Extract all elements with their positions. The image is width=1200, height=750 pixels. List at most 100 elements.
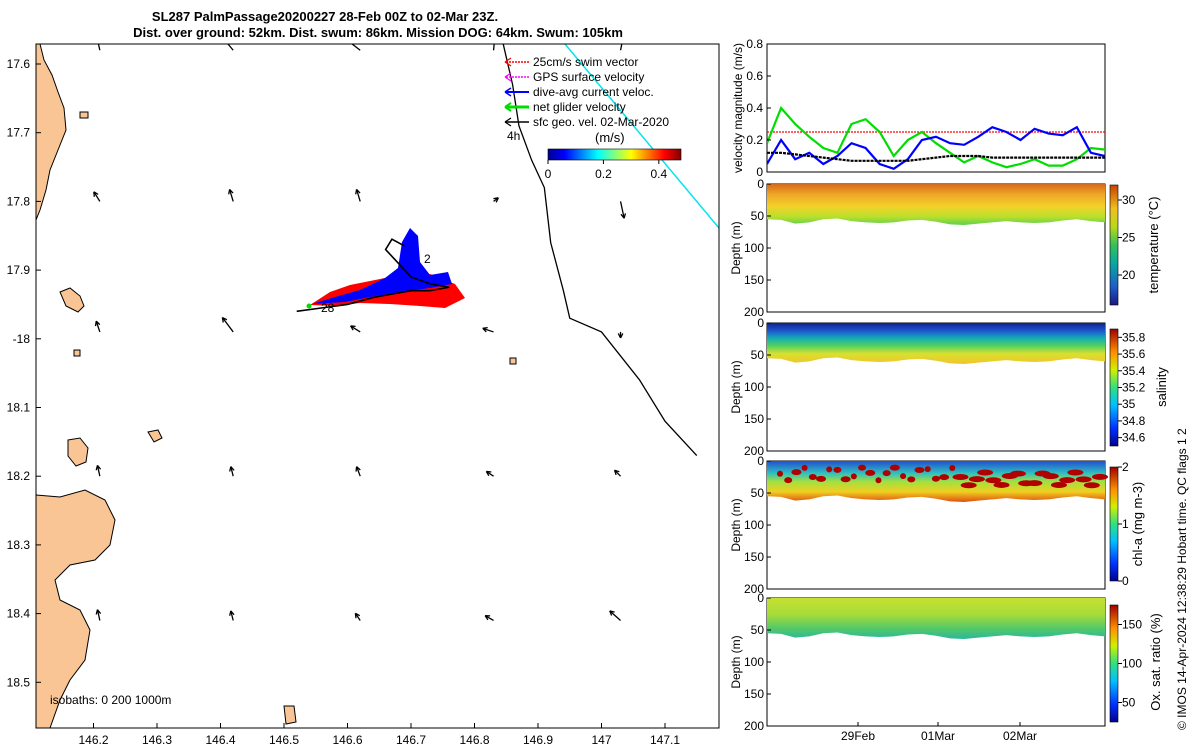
chlorophyll-max-patch [1067,469,1084,476]
velocity-y-tick-label: 0.2 [746,133,763,147]
map-x-tick-label: 146.8 [459,733,489,747]
island-small-3 [509,357,517,365]
map-background [36,44,719,728]
chlorophyll-max-patch [808,473,817,480]
chlorophyll-max-patch [1009,470,1026,477]
chlorophyll-max-patch [952,474,969,481]
velocity-panel: 0 0.2 0.4 0.6 0.8 velocity magnitude (m/s) [731,37,1106,179]
depth-tick-label: 200 [744,719,764,733]
chlorophyll-max-patch [826,466,833,473]
geo-vector-shaft [97,44,101,51]
chlorophyll-max-patch [985,477,1002,484]
map-panel: 2 28 146.2 146.3 146.4 146.5 146.6 146.7 146.8… [7,43,720,747]
chlorophyll-max-patch [875,477,882,484]
colorbar-tick-label: 34.8 [1122,414,1146,428]
isobaths-label: isobaths: 0 200 1000m [50,693,171,707]
geo-vector-shaft [485,470,494,477]
velocity-y-tick-label: 0.8 [746,37,763,51]
temperature-panel: 0 50 100 150 200 Depth (m) 20 25 30 temperatur… [729,177,1161,319]
geo-vector-shaft [484,615,494,622]
chlorophyll-max-patch [1050,481,1067,488]
legend-net-arrowhead [504,102,512,112]
chlorophyll-max-patch [865,469,876,476]
cyan-track-line [564,44,719,229]
geo-vector-shaft [221,317,234,333]
depth-tick-label: 0 [757,591,764,605]
depth-tick-label: 100 [744,380,764,394]
chlorophyll-max-patch [931,475,940,482]
island-small-2 [283,705,297,725]
velocity-y-tick-label: 0.6 [746,69,763,83]
chlorophyll-max-patch [833,466,842,473]
geo-vector-arrowhead [485,470,492,477]
oxygen-colorbar [1109,604,1119,723]
colorbar-tick-label: 1 [1122,517,1129,531]
velocity-y-tick-label: 0 [756,165,763,179]
chlorophyll-colorbar-label: chl-a (mg m-3) [1130,482,1145,567]
velocity-series-line [767,105,1105,169]
map-y-tick-label: 17.8 [7,194,31,208]
chlorophyll-max-patch [968,476,985,483]
oxygen-field [767,598,1105,639]
island-small-1 [147,429,163,443]
geo-vector-shaft [227,44,234,51]
velocity-frame [766,43,1106,173]
track-label-end: 2 [424,252,431,266]
chlorophyll-max-patch [914,467,925,474]
geo-vector-shaft [609,610,621,621]
time-tick-label: 29Feb [841,729,875,743]
oxygen-colorbar-ticks: 50 100 150 [1118,618,1142,710]
depth-tick-label: 150 [744,687,764,701]
salinity-colorbar-label: salinity [1154,367,1169,407]
geo-vector-shaft [230,466,234,477]
chlorophyll-maxima [777,464,1108,489]
geo-vector-arrowhead [355,466,361,472]
geo-vector-arrowhead [229,610,235,616]
chlorophyll-max-patch [1059,477,1076,484]
chlorophyll-max-patch [1083,482,1100,489]
map-y-tick-label: 17.7 [7,126,31,140]
geo-vector-shaft [482,327,494,333]
legend-current-label: dive-avg current veloc. [533,85,654,99]
geo-vector-shaft [93,191,101,202]
map-y-tick-label: 17.6 [7,57,31,71]
geo-vector-shaft [230,610,234,621]
glider-track [296,238,450,313]
salinity-colorbar-ticks: 34.6 34.8 35 35.2 35.4 35.6 35.8 [1118,330,1146,445]
surface-geo-vectors [93,44,627,622]
chlorophyll-max-patch [1075,476,1092,483]
time-tick-label: 01Mar [921,729,955,743]
geo-vector-arrowhead [354,612,361,619]
geo-vector-arrowhead [620,213,627,219]
isobath-contour [502,44,698,457]
geo-vector-arrowhead [229,466,235,472]
legend-geo-label: sfc geo. vel. 02-Mar-2020 [533,115,669,129]
geo-vector-shaft [355,466,361,477]
speed-colorbar [547,148,682,161]
geo-vector-shaft [96,609,101,621]
chlorophyll-max-patch [1092,473,1108,480]
geo-vector-arrowhead [350,325,356,331]
depth-tick-label: 0 [757,454,764,468]
geo-vector-shaft [95,320,101,333]
temperature-colorbar [1109,184,1119,306]
map-y-tick-label: 18.2 [7,469,31,483]
geo-vector-shaft [351,44,361,51]
oxygen-depth-axis: 0 50 100 150 200 [744,591,771,733]
legend-gps-arrowhead [504,72,512,82]
colorbar-tick-label: 35.2 [1122,381,1146,395]
chlorophyll-depth-axis: 0 50 100 150 200 [744,454,771,596]
velocity-ylabel: velocity magnitude (m/s) [731,43,745,173]
geo-vector-shaft [354,612,361,621]
colorbar-tick-label: 25 [1122,231,1136,245]
island-palm-2 [67,437,89,467]
map-y-tick-label: 18.3 [7,538,31,552]
map-x-tick-label: 146.9 [523,733,553,747]
map-y-tick-label: 18.1 [7,401,31,415]
track-label-start: 28 [321,301,335,315]
salinity-field [767,323,1105,364]
map-y-tick-label: 18.4 [7,607,31,621]
island-small-5 [73,349,81,357]
map-x-tick-label: 146.5 [269,733,299,747]
